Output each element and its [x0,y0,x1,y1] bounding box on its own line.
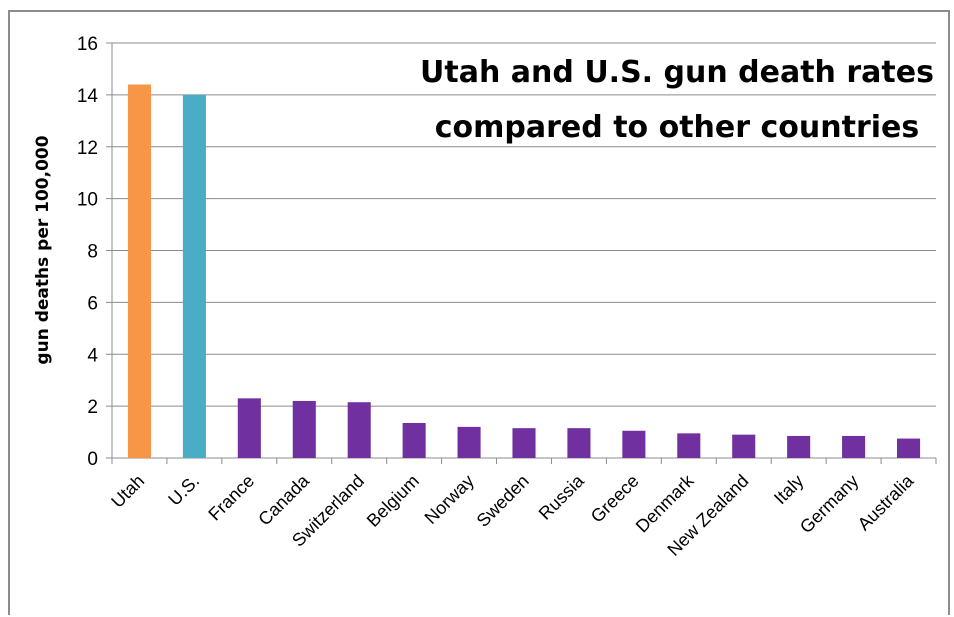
bar-norway [457,426,481,458]
x-category-labels: Utah U.S. FranceCanadaSwitzerlandBelgiumNo… [107,470,918,560]
x-category-label: Russia [535,470,589,524]
y-tick-label: 16 [77,34,98,55]
bar-russia [567,428,591,458]
y-tick-label: 2 [87,397,98,418]
chart-title-line-1: Utah and U.S. gun death rates [420,55,934,90]
y-axis-title: gun deaths per 100,000 [33,135,53,364]
x-category-label: Sweden [473,471,533,531]
x-category-label: Germany [796,471,862,537]
y-tick-label: 10 [77,190,98,211]
bar-greece [622,430,646,458]
bar-belgium [402,422,426,458]
bars [127,84,921,458]
y-tick-label: 12 [77,138,98,159]
bar-italy [787,435,811,458]
y-tick-label: 6 [87,293,98,314]
x-category-label: U.S. [164,471,203,510]
bar-sweden [512,428,536,458]
chart-title-line-2: compared to other countries [435,110,919,145]
x-category-label: France [204,471,258,525]
bar-u-s [182,94,206,458]
x-category-label: Australia [854,470,918,534]
y-tick-label: 14 [77,86,99,107]
y-tick-labels: 0 2 4 6 8 10 12 14 16 [77,34,99,470]
gridlines [112,42,936,407]
chart-frame [8,10,950,615]
bar-france [237,398,261,458]
x-category-label: Greece [587,471,643,527]
y-tick-label: 0 [87,449,98,470]
bar-australia [896,438,921,458]
bar-utah [127,84,152,458]
bar-switzerland [347,402,371,458]
bar-canada [292,400,316,458]
y-tick-label: 4 [87,345,98,366]
bar-new-zealand [732,434,756,458]
x-category-label: Belgium [363,471,423,531]
bar-germany [842,435,866,458]
x-category-label: Italy [770,471,807,508]
x-category-label: Norway [421,471,478,528]
bar-denmark [677,433,701,458]
x-category-label: Utah [107,471,148,512]
y-tick-label: 8 [87,242,98,263]
axes [106,42,937,464]
